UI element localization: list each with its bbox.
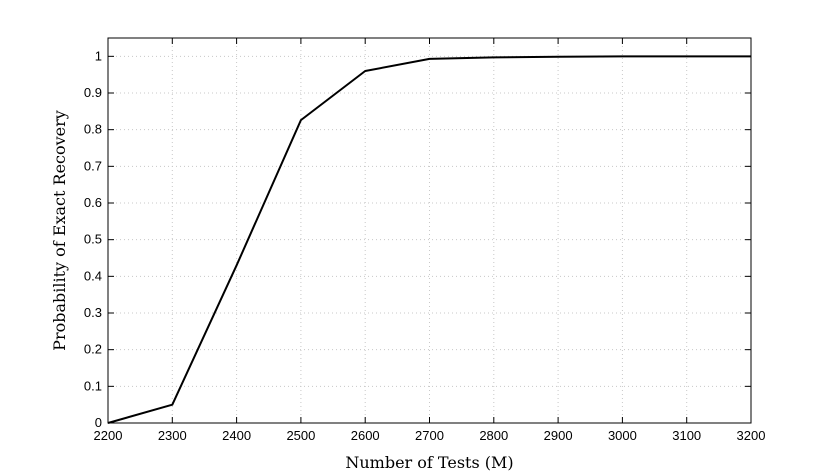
y-tick-label: 0.9 <box>84 85 102 100</box>
x-axis-title: Number of Tests (M) <box>345 453 513 472</box>
y-tick-label: 0.5 <box>84 232 102 247</box>
y-tick-label: 0.6 <box>84 195 102 210</box>
y-tick-label: 0.7 <box>84 158 102 173</box>
x-tick-label: 3200 <box>737 428 766 443</box>
x-tick-label: 2700 <box>415 428 444 443</box>
y-axis-title: Probability of Exact Recovery <box>50 110 69 351</box>
grid <box>108 38 751 423</box>
x-tick-label: 2200 <box>94 428 123 443</box>
x-tick-label: 3000 <box>608 428 637 443</box>
x-tick-label: 2500 <box>286 428 315 443</box>
x-tick-label: 3100 <box>672 428 701 443</box>
x-tick-label: 2900 <box>544 428 573 443</box>
x-tick-label: 2800 <box>479 428 508 443</box>
y-tick-label: 0 <box>95 415 102 430</box>
x-tick-label: 2400 <box>222 428 251 443</box>
y-tick-labels: 0 0.1 0.2 0.3 0.4 0.5 0.6 0.7 0.8 0.9 1 <box>84 48 102 430</box>
y-tick-label: 0.2 <box>84 342 102 357</box>
y-tick-label: 0.8 <box>84 122 102 137</box>
y-tick-label: 1 <box>95 48 102 63</box>
y-tick-label: 0.4 <box>84 268 102 283</box>
axis-ticks <box>107 38 752 424</box>
x-tick-labels: 2200 2300 2400 2500 2600 2700 2800 2900 3000 3100… <box>94 428 766 443</box>
y-tick-label: 0.3 <box>84 305 102 320</box>
series-layer <box>107 55 751 424</box>
series-line <box>107 55 751 424</box>
y-tick-label: 0.1 <box>84 378 102 393</box>
x-tick-label: 2600 <box>351 428 380 443</box>
x-tick-label: 2300 <box>158 428 187 443</box>
